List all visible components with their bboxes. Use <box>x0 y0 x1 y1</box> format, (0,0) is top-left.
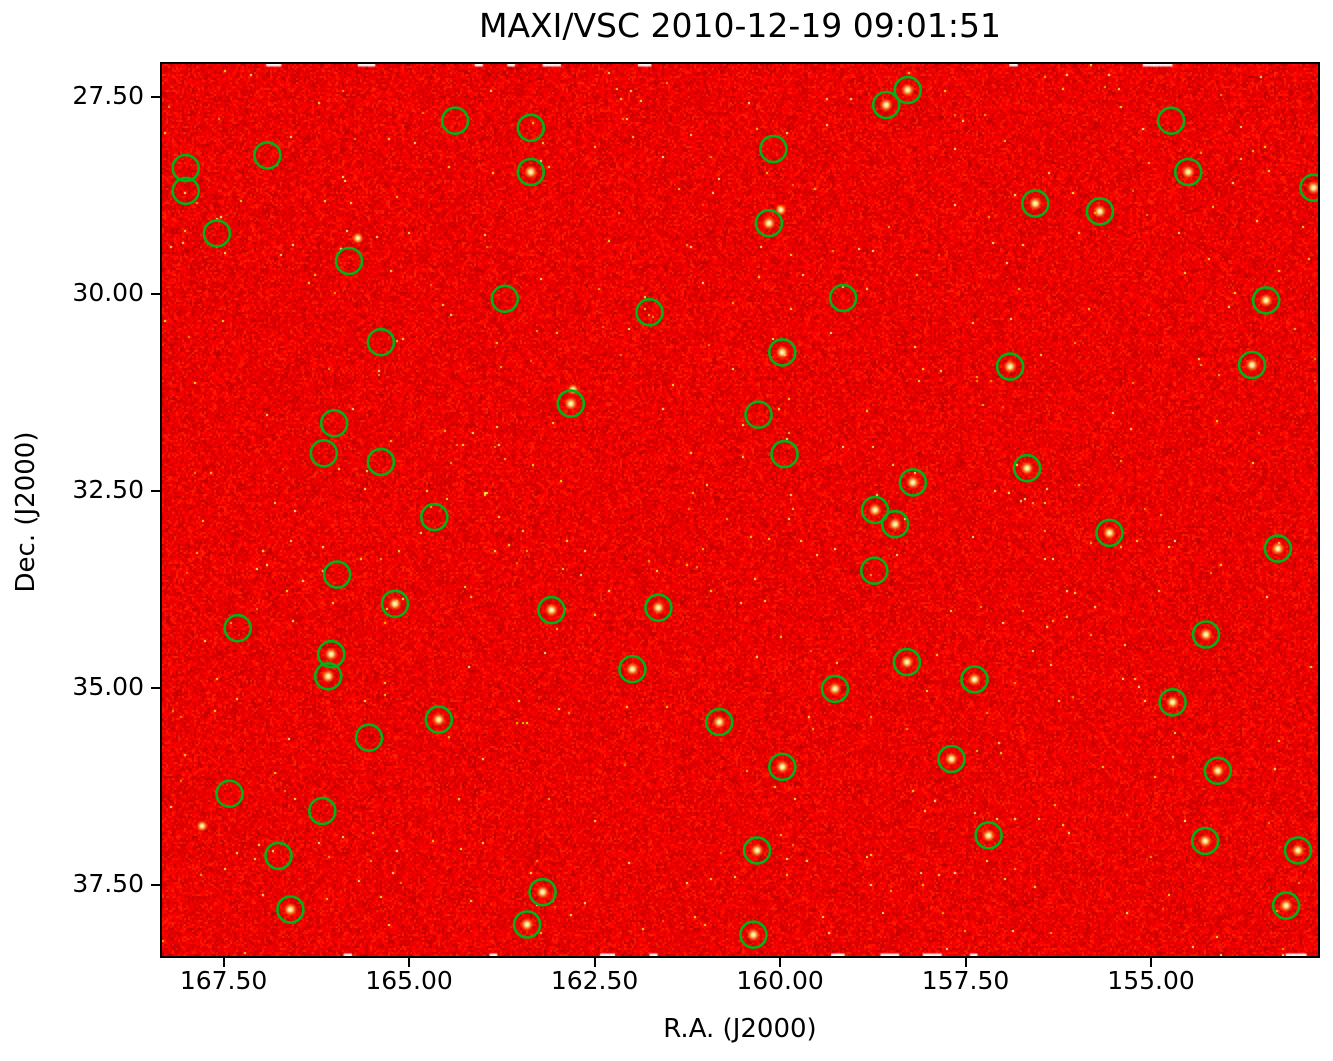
y-tick <box>151 884 160 887</box>
x-tick-label: 155.00 <box>1107 966 1195 995</box>
source-marker <box>322 560 352 589</box>
source-marker <box>754 208 784 238</box>
source-marker <box>828 283 858 313</box>
source-marker <box>1012 453 1042 483</box>
source-marker <box>880 509 910 539</box>
plot-area <box>160 62 1320 958</box>
source-marker <box>1085 197 1115 226</box>
x-axis-label: R.A. (J2000) <box>663 1014 817 1044</box>
source-markers-layer <box>171 75 1318 950</box>
source-marker <box>635 297 664 327</box>
x-tick <box>408 958 411 967</box>
source-marker <box>739 920 768 950</box>
source-marker <box>898 468 928 497</box>
source-marker <box>171 153 201 183</box>
source-marker <box>215 779 244 809</box>
source-marker <box>892 647 922 677</box>
x-tick <box>964 958 967 967</box>
source-marker <box>1203 756 1233 786</box>
source-marker <box>859 556 889 586</box>
source-marker <box>419 502 449 532</box>
figure-title: MAXI/VSC 2010-12-19 09:01:51 <box>478 6 1002 45</box>
y-tick-label: 35.00 <box>72 672 144 702</box>
source-marker <box>1283 836 1313 865</box>
source-marker <box>618 654 647 684</box>
source-marker <box>334 246 364 276</box>
source-marker <box>424 705 454 734</box>
source-marker <box>1251 286 1281 315</box>
source-marker <box>1156 106 1186 136</box>
source-marker <box>366 447 396 477</box>
y-tick-label: 30.00 <box>72 278 144 308</box>
source-marker <box>1158 687 1187 717</box>
source-marker <box>202 219 232 248</box>
source-marker <box>1271 891 1301 920</box>
source-marker <box>537 595 566 625</box>
source-marker <box>759 134 788 164</box>
source-marker <box>937 744 966 774</box>
y-tick-label: 37.50 <box>72 869 144 899</box>
source-marker <box>1173 157 1203 187</box>
source-marker <box>276 895 305 924</box>
x-tick-label: 165.00 <box>365 966 453 995</box>
source-marker <box>264 841 293 871</box>
x-tick <box>222 958 225 967</box>
source-marker <box>528 877 557 907</box>
source-marker <box>223 613 252 643</box>
y-tick-label: 27.50 <box>72 81 144 111</box>
y-tick <box>151 687 160 690</box>
source-marker <box>1263 534 1293 563</box>
source-marker <box>704 707 734 737</box>
source-marker <box>860 495 890 525</box>
x-tick-label: 157.50 <box>921 966 1010 995</box>
source-marker <box>253 141 282 170</box>
y-tick-label: 32.50 <box>72 475 144 505</box>
source-marker <box>354 723 384 753</box>
source-marker <box>516 157 546 187</box>
x-tick-label: 162.50 <box>550 966 639 995</box>
x-tick-label: 167.50 <box>179 966 268 995</box>
source-marker <box>1299 173 1318 202</box>
source-marker <box>1020 189 1050 218</box>
source-marker <box>512 910 542 939</box>
source-marker <box>380 589 410 619</box>
source-marker <box>767 338 797 367</box>
source-marker <box>516 113 546 143</box>
source-marker <box>995 352 1025 381</box>
source-marker <box>366 327 396 357</box>
source-marker <box>171 176 201 206</box>
source-marker <box>1237 350 1267 380</box>
source-marker <box>308 796 337 826</box>
x-tick-label: 160.00 <box>736 966 824 995</box>
source-marker <box>644 593 673 623</box>
source-marker <box>1095 518 1124 548</box>
source-marker <box>313 661 343 691</box>
y-tick <box>151 293 160 296</box>
y-tick <box>151 490 160 493</box>
source-marker <box>556 389 586 418</box>
source-marker <box>319 408 349 438</box>
source-marker <box>742 836 772 865</box>
source-marker <box>490 284 520 314</box>
sky-image-canvas <box>162 64 1318 956</box>
source-marker <box>960 665 989 694</box>
source-marker <box>309 438 339 468</box>
y-axis-label: Dec. (J2000) <box>11 431 41 593</box>
x-tick <box>593 958 596 967</box>
source-marker <box>770 439 799 469</box>
source-marker <box>1190 826 1220 856</box>
source-marker <box>744 400 773 430</box>
x-tick <box>779 958 782 967</box>
source-marker <box>820 674 850 704</box>
source-marker <box>440 106 470 136</box>
source-marker <box>316 639 346 669</box>
source-marker <box>1191 620 1221 649</box>
source-marker <box>974 821 1003 850</box>
y-tick <box>151 96 160 99</box>
source-marker <box>767 752 797 782</box>
source-marker <box>893 75 923 105</box>
x-tick <box>1150 958 1153 967</box>
source-marker <box>871 90 901 120</box>
